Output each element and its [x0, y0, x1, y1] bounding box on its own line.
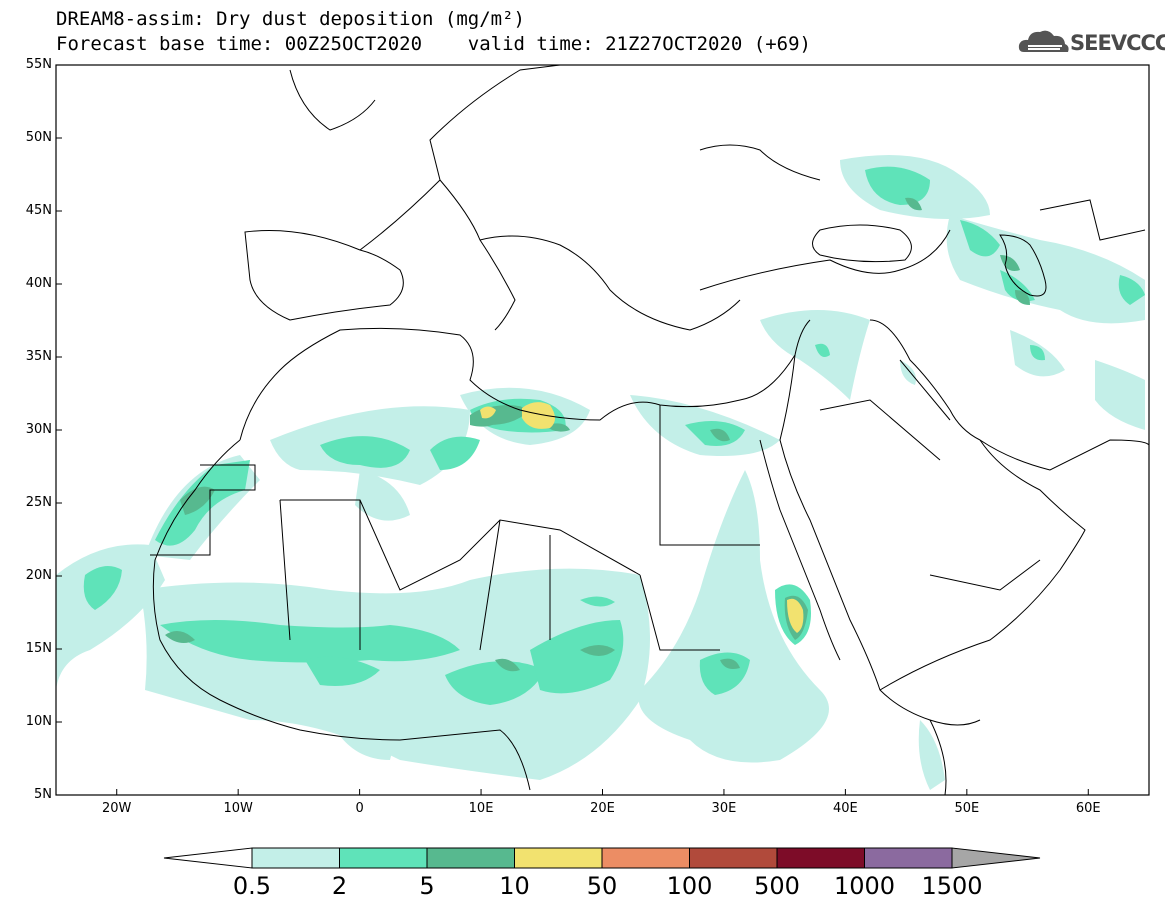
lat-tick-label: 55N	[25, 57, 52, 72]
colorbar-swatch	[514, 847, 603, 869]
colorbar-level-label: 1000	[833, 872, 896, 900]
lat-tick-label: 15N	[25, 641, 52, 656]
logo-text: SEEVCCC	[1070, 31, 1165, 55]
lon-tick-label: 20W	[102, 801, 132, 816]
lat-tick-label: 40N	[25, 276, 52, 291]
cloud-icon	[1018, 30, 1069, 52]
colorbar-level-label: 50	[586, 872, 618, 900]
lat-tick-label: 25N	[25, 495, 52, 510]
colorbar-level-label: 2	[331, 872, 348, 900]
colorbar-level-label: 1500	[921, 872, 983, 900]
lon-tick-label: 60E	[1075, 801, 1101, 816]
lon-tick-label: 20E	[590, 801, 615, 816]
colorbar-swatch	[339, 847, 428, 869]
colorbar-level-label: 100	[666, 872, 713, 900]
lon-tick-label: 30E	[711, 801, 737, 816]
colorbar-level-label: 10	[499, 872, 530, 900]
lat-tick-label: 10N	[25, 714, 52, 729]
colorbar-swatch	[426, 847, 515, 869]
lon-tick-label: 40E	[832, 801, 858, 816]
lat-tick-label: 45N	[25, 203, 52, 218]
dust-fields	[56, 155, 1145, 790]
lon-tick-label: 50E	[954, 801, 980, 816]
colorbar-level-label: 500	[754, 872, 800, 900]
lon-tick-label: 0	[355, 801, 364, 816]
colorbar-swatch	[689, 847, 778, 869]
colorbar-level-label: 0.5	[232, 872, 272, 900]
coastlines	[150, 65, 1149, 795]
colorbar-level-label: 5	[419, 872, 435, 900]
colorbar	[163, 847, 1041, 869]
lat-tick-label: 30N	[25, 422, 52, 437]
lat-tick-label: 50N	[25, 130, 52, 145]
axis-ticks	[56, 64, 1089, 796]
lat-tick-label: 5N	[34, 787, 52, 802]
colorbar-swatch	[776, 847, 865, 869]
lat-tick-label: 35N	[25, 349, 52, 364]
forecast-time-line: Forecast base time: 00Z25OCT2020 valid t…	[56, 33, 811, 55]
lon-tick-label: 10E	[468, 801, 494, 816]
colorbar-swatch	[864, 847, 953, 869]
colorbar-swatch	[601, 847, 690, 869]
colorbar-over-arrow	[951, 847, 1041, 869]
colorbar-under-arrow	[163, 847, 253, 869]
lat-tick-label: 20N	[25, 568, 52, 583]
lon-tick-label: 10W	[223, 801, 253, 816]
colorbar-swatch	[251, 847, 340, 869]
map-title: DREAM8-assim: Dry dust deposition (mg/m²…	[56, 8, 525, 30]
